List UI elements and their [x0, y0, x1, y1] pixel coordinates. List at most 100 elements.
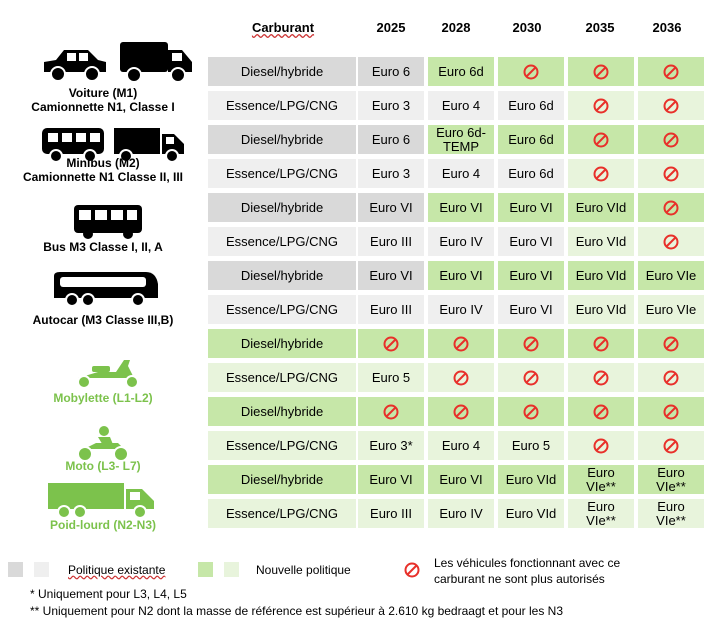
- minibus-icon: [40, 124, 106, 169]
- standard-cell: Euro VId: [498, 499, 564, 528]
- prohibited-icon: [638, 431, 704, 460]
- standard-cell: Euro VId: [568, 295, 634, 324]
- standard-cell: Euro 3: [358, 159, 424, 188]
- standard-cell: Euro IV: [428, 499, 494, 528]
- prohibited-icon: [638, 91, 704, 120]
- standard-cell: Euro 6d- TEMP: [428, 125, 494, 154]
- prohibited-icon: [638, 363, 704, 392]
- standard-cell: Euro VI: [428, 193, 494, 222]
- standard-cell: Euro 3: [358, 91, 424, 120]
- prohibited-icon: [498, 363, 564, 392]
- prohibited-icon: [428, 397, 494, 426]
- prohibited-icon: [404, 562, 420, 583]
- standard-cell: Euro VId: [498, 465, 564, 494]
- vehicle-label-sub: Camionnette N1, Classe I: [31, 100, 175, 114]
- fuel-cell: Essence/LPG/CNG: [208, 499, 356, 528]
- vehicle-label: Voiture (M1): [68, 86, 138, 100]
- legend-prohibited-line2: carburant ne sont plus autorisés: [434, 572, 605, 586]
- standard-cell: Euro 6: [358, 57, 424, 86]
- footnote-2: ** Uniquement pour N2 dont la masse de r…: [30, 604, 563, 618]
- standard-cell: Euro 6d: [498, 159, 564, 188]
- standard-cell: Euro VId: [568, 261, 634, 290]
- fuel-cell: Diesel/hybride: [208, 193, 356, 222]
- fuel-cell: Essence/LPG/CNG: [208, 227, 356, 256]
- prohibited-icon: [428, 329, 494, 358]
- prohibited-icon: [638, 397, 704, 426]
- prohibited-icon: [498, 57, 564, 86]
- prohibited-icon: [638, 227, 704, 256]
- prohibited-icon: [638, 125, 704, 154]
- prohibited-icon: [568, 91, 634, 120]
- heavy-truck-icon: [46, 481, 158, 526]
- standard-cell: Euro VI: [358, 465, 424, 494]
- fuel-cell: Diesel/hybride: [208, 397, 356, 426]
- prohibited-icon: [638, 159, 704, 188]
- standard-cell: Euro 5: [498, 431, 564, 460]
- vehicle-label: Moto (L3- L7): [65, 459, 141, 473]
- legend-new-label: Nouvelle politique: [256, 563, 351, 577]
- standard-cell: Euro 6d: [498, 125, 564, 154]
- legend-swatch-new-light: [224, 562, 239, 577]
- legend-existing-label: Politique existante: [68, 563, 166, 577]
- standard-cell: Euro VId: [568, 227, 634, 256]
- prohibited-icon: [498, 329, 564, 358]
- vehicle-label-sub: Camionnette N1 Classe II, III: [22, 170, 184, 184]
- standard-cell: Euro VIe**: [638, 499, 704, 528]
- legend-prohibited-line1: Les véhicules fonctionnant avec ce: [434, 556, 621, 570]
- prohibited-icon: [358, 329, 424, 358]
- standard-cell: Euro 3*: [358, 431, 424, 460]
- prohibited-icon: [568, 159, 634, 188]
- prohibited-icon: [638, 57, 704, 86]
- header-year: 2025: [376, 20, 406, 35]
- fuel-cell: Essence/LPG/CNG: [208, 295, 356, 324]
- standard-cell: Euro VIe**: [638, 465, 704, 494]
- standard-cell: Euro VIe**: [568, 499, 634, 528]
- standard-cell: Euro 6: [358, 125, 424, 154]
- fuel-cell: Diesel/hybride: [208, 329, 356, 358]
- standard-cell: Euro 6d: [428, 57, 494, 86]
- standard-cell: Euro VI: [498, 193, 564, 222]
- bus-icon: [72, 203, 144, 246]
- standard-cell: Euro III: [358, 499, 424, 528]
- footnote-1: * Uniquement pour L3, L4, L5: [30, 587, 187, 601]
- scooter-icon: [72, 356, 144, 395]
- vehicle-label: Mobylette (L1-L2): [53, 391, 153, 405]
- vehicle-label: Autocar (M3 Classe III,B): [32, 313, 174, 327]
- fuel-cell: Diesel/hybride: [208, 57, 356, 86]
- standard-cell: Euro VI: [358, 261, 424, 290]
- fuel-cell: Diesel/hybride: [208, 261, 356, 290]
- header-year: 2030: [512, 20, 542, 35]
- standard-cell: Euro IV: [428, 295, 494, 324]
- vehicle-label: Bus M3 Classe I, II, A: [43, 240, 163, 254]
- standard-cell: Euro VI: [498, 227, 564, 256]
- coach-icon: [50, 270, 160, 315]
- prohibited-icon: [568, 125, 634, 154]
- header-year: 2028: [441, 20, 471, 35]
- standard-cell: Euro 4: [428, 159, 494, 188]
- legend-swatch-existing-light: [34, 562, 49, 577]
- prohibited-icon: [358, 397, 424, 426]
- standard-cell: Euro IV: [428, 227, 494, 256]
- standard-cell: Euro VI: [428, 465, 494, 494]
- header-fuel: Carburant: [251, 20, 315, 35]
- prohibited-icon: [568, 431, 634, 460]
- standard-cell: Euro 6d: [498, 91, 564, 120]
- fuel-cell: Diesel/hybride: [208, 125, 356, 154]
- vehicle-label: Minibus (M2): [66, 156, 140, 170]
- prohibited-icon: [568, 363, 634, 392]
- fuel-cell: Essence/LPG/CNG: [208, 91, 356, 120]
- prohibited-icon: [498, 397, 564, 426]
- header-year: 2036: [652, 20, 682, 35]
- car-icon: [40, 44, 110, 89]
- motorcycle-icon: [74, 425, 132, 468]
- standard-cell: Euro VI: [428, 261, 494, 290]
- prohibited-icon: [638, 193, 704, 222]
- fuel-cell: Essence/LPG/CNG: [208, 159, 356, 188]
- legend-swatch-existing: [8, 562, 23, 577]
- prohibited-icon: [638, 329, 704, 358]
- prohibited-icon: [568, 397, 634, 426]
- vehicle-label: Poid-lourd (N2-N3): [50, 518, 156, 532]
- standard-cell: Euro VI: [358, 193, 424, 222]
- prohibited-icon: [568, 329, 634, 358]
- standard-cell: Euro VIe: [638, 261, 704, 290]
